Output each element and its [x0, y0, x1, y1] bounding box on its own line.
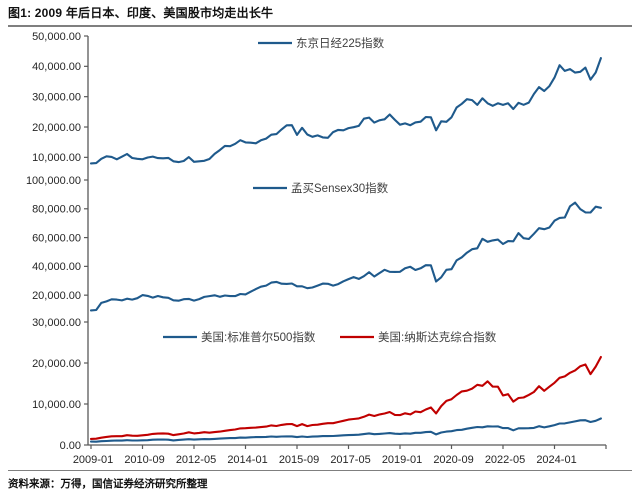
y-tick-label: 10,000.00 — [32, 399, 81, 411]
legend-label: 东京日经225指数 — [296, 36, 385, 50]
y-tick-label: 100,000.00 — [26, 175, 81, 187]
legend-label: 美国:纳斯达克综合指数 — [378, 330, 497, 344]
y-tick-label: 50,000.00 — [32, 31, 81, 43]
footer-divider-line — [8, 470, 632, 471]
y-tick-label: 40,000.00 — [32, 61, 81, 73]
x-tick-label: 2017-05 — [330, 454, 370, 466]
series-line-美国:纳斯达克综合指数 — [89, 355, 602, 440]
y-tick-label: 20,000.00 — [32, 358, 81, 370]
x-tick-label: 2010-09 — [124, 454, 164, 466]
y-tick-label: 10,000.00 — [32, 152, 81, 164]
series-line-东京日经225指数 — [89, 57, 602, 165]
x-tick-label: 2020-09 — [433, 454, 473, 466]
x-tick-label: 2024-01 — [536, 454, 576, 466]
y-tick-label: 80,000.00 — [32, 204, 81, 216]
source-note: 资料来源：万得，国信证券经济研究所整理 — [8, 478, 208, 490]
figure-title: 图1: 2009 年后日本、印度、美国股市均走出长牛 — [8, 6, 274, 20]
y-tick-label: 20,000.00 — [32, 290, 81, 302]
y-tick-label: 40,000.00 — [32, 261, 81, 273]
legend-label: 美国:标准普尔500指数 — [201, 330, 316, 344]
y-tick-label: 30,000.00 — [32, 317, 81, 329]
x-tick-label: 2012-05 — [176, 454, 216, 466]
y-tick-label: 20,000.00 — [32, 122, 81, 134]
y-tick-label: 0.00 — [60, 440, 81, 452]
x-tick-label: 2015-09 — [279, 454, 319, 466]
series-line-孟买Sensex30指数 — [89, 201, 602, 312]
x-tick-label: 2019-01 — [382, 454, 422, 466]
x-tick-label: 2009-01 — [73, 454, 113, 466]
x-tick-label: 2014-01 — [227, 454, 267, 466]
legend-label: 孟买Sensex30指数 — [291, 181, 389, 195]
title-divider-line — [8, 25, 632, 27]
y-tick-label: 30,000.00 — [32, 91, 81, 103]
x-tick-label: 2022-05 — [485, 454, 525, 466]
y-tick-label: 60,000.00 — [32, 232, 81, 244]
series-line-美国:标准普尔500指数 — [89, 417, 602, 443]
